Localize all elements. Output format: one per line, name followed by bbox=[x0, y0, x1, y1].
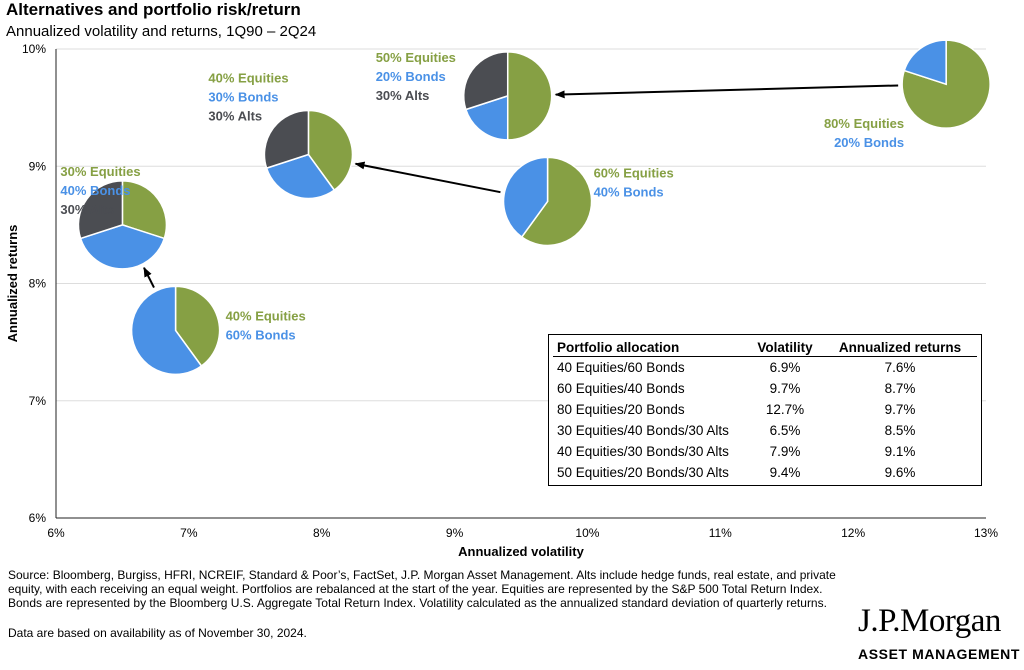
pie-label: 40% Equities bbox=[226, 308, 306, 323]
alts-slice bbox=[263, 109, 310, 170]
alts-slice bbox=[462, 51, 509, 111]
pie-label: 40% Equities bbox=[208, 71, 288, 86]
x-tick-label: 6% bbox=[47, 526, 65, 540]
pie-marker bbox=[462, 51, 553, 141]
pie-label: 30% Alts bbox=[376, 88, 430, 103]
allocation-table: Portfolio allocation Volatility Annualiz… bbox=[548, 334, 982, 486]
table-row: 80 Equities/20 Bonds 12.7% 9.7% bbox=[553, 399, 977, 420]
x-axis-title: Annualized volatility bbox=[458, 544, 584, 559]
pie-marker bbox=[901, 39, 991, 129]
pie-marker bbox=[77, 180, 168, 270]
bonds-slice bbox=[464, 94, 509, 141]
pie-label: 20% Bonds bbox=[376, 69, 446, 84]
table-cell: 80 Equities/20 Bonds bbox=[557, 402, 685, 417]
y-tick-label: 9% bbox=[29, 159, 47, 173]
x-tick-label: 7% bbox=[180, 526, 198, 540]
x-tick-label: 10% bbox=[575, 526, 599, 540]
pie-label: 40% Bonds bbox=[60, 183, 130, 198]
table-cell: 30 Equities/40 Bonds/30 Alts bbox=[557, 423, 729, 438]
table-cell: 9.7% bbox=[769, 381, 801, 396]
table-cell: 6.9% bbox=[769, 360, 801, 375]
table-row: 60 Equities/40 Bonds 9.7% 8.7% bbox=[553, 378, 977, 399]
y-tick-label: 7% bbox=[29, 394, 47, 408]
table-row: 40 Equities/30 Bonds/30 Alts 7.9% 9.1% bbox=[553, 441, 977, 462]
pie-marker bbox=[263, 109, 354, 200]
x-tick-label: 11% bbox=[709, 526, 732, 540]
y-tick-label: 6% bbox=[29, 511, 47, 525]
equities-slice bbox=[506, 51, 553, 141]
table-cell: 50 Equities/20 Bonds/30 Alts bbox=[557, 465, 729, 480]
x-tick-label: 13% bbox=[974, 526, 998, 540]
pie-label: 20% Bonds bbox=[834, 135, 904, 150]
pie-marker bbox=[130, 285, 221, 376]
pie-label: 30% Equities bbox=[60, 164, 140, 179]
alts-slice bbox=[77, 180, 124, 240]
jpmorgan-logo: J.P.Morgan bbox=[858, 603, 1001, 639]
pie-label: 40% Bonds bbox=[594, 184, 664, 199]
table-cell: 40 Equities/60 Bonds bbox=[557, 360, 685, 375]
x-tick-label: 12% bbox=[841, 526, 865, 540]
pie-label: 30% Bonds bbox=[208, 90, 278, 105]
pie-label: 60% Bonds bbox=[226, 327, 296, 342]
data-availability-note: Data are based on availability as of Nov… bbox=[8, 626, 307, 640]
x-tick-label: 9% bbox=[446, 526, 464, 540]
equities-slice bbox=[174, 285, 221, 368]
table-row: 40 Equities/60 Bonds 6.9% 7.6% bbox=[553, 357, 977, 379]
source-footnote: Source: Bloomberg, Burgiss, HFRI, NCREIF… bbox=[8, 568, 836, 610]
table-cell: 9.1% bbox=[884, 444, 916, 459]
pie-marker bbox=[502, 156, 593, 247]
table-cell: 8.7% bbox=[884, 381, 916, 396]
pie-label: 80% Equities bbox=[824, 116, 904, 131]
chart-title: Alternatives and portfolio risk/return bbox=[6, 0, 301, 19]
pie-labels: 40% Equities 60% Bonds 60% Equities 40% Bon… bbox=[60, 50, 904, 342]
equities-slice bbox=[307, 109, 354, 192]
y-tick-label: 10% bbox=[22, 42, 46, 56]
table-cell: 7.6% bbox=[884, 360, 916, 375]
table-cell: 7.9% bbox=[769, 444, 801, 459]
arrow bbox=[354, 161, 501, 194]
table-cell: 40 Equities/30 Bonds/30 Alts bbox=[557, 444, 729, 459]
bonds-slice bbox=[265, 153, 336, 200]
table-cell: 9.7% bbox=[884, 402, 916, 417]
bonds-slice bbox=[903, 39, 947, 86]
bonds-slice bbox=[130, 285, 203, 376]
table-cell: 9.6% bbox=[884, 465, 916, 480]
bonds-slice bbox=[502, 156, 549, 239]
pie-label: 60% Equities bbox=[594, 165, 674, 180]
table-cell: 8.5% bbox=[884, 423, 916, 438]
pie-label: 30% Alts bbox=[60, 202, 114, 217]
arrow bbox=[143, 266, 155, 288]
bonds-slice bbox=[79, 224, 166, 270]
arrow bbox=[554, 84, 899, 99]
asset-management-logo-text: ASSET MANAGEMENT bbox=[858, 646, 1021, 662]
pie-label: 30% Alts bbox=[208, 109, 262, 124]
chart-subtitle: Annualized volatility and returns, 1Q90 … bbox=[6, 23, 317, 40]
pie-markers bbox=[77, 39, 991, 376]
y-axis-title: Annualized returns bbox=[5, 225, 20, 343]
table-row: 50 Equities/20 Bonds/30 Alts 9.4% 9.6% bbox=[553, 462, 977, 483]
table-header: Annualized returns bbox=[823, 339, 977, 357]
table-cell: 6.5% bbox=[769, 423, 801, 438]
equities-slice bbox=[121, 180, 168, 240]
table-cell: 60 Equities/40 Bonds bbox=[557, 381, 685, 396]
table-header: Volatility bbox=[747, 339, 823, 357]
x-tick-label: 8% bbox=[313, 526, 331, 540]
equities-slice bbox=[520, 156, 593, 247]
table-header: Portfolio allocation bbox=[553, 339, 747, 357]
table-cell: 9.4% bbox=[769, 465, 801, 480]
y-tick-label: 8% bbox=[29, 277, 47, 291]
table-header-row: Portfolio allocation Volatility Annualiz… bbox=[553, 339, 977, 357]
axes: 6% 7% 8% 9% 10% 6% 7% 8% 9% 10% 11% 12% 13% Annualize… bbox=[5, 42, 998, 559]
table-cell: 12.7% bbox=[765, 402, 805, 417]
table-row: 30 Equities/40 Bonds/30 Alts 6.5% 8.5% bbox=[553, 420, 977, 441]
pie-label: 50% Equities bbox=[376, 50, 456, 65]
arrows bbox=[143, 84, 899, 288]
